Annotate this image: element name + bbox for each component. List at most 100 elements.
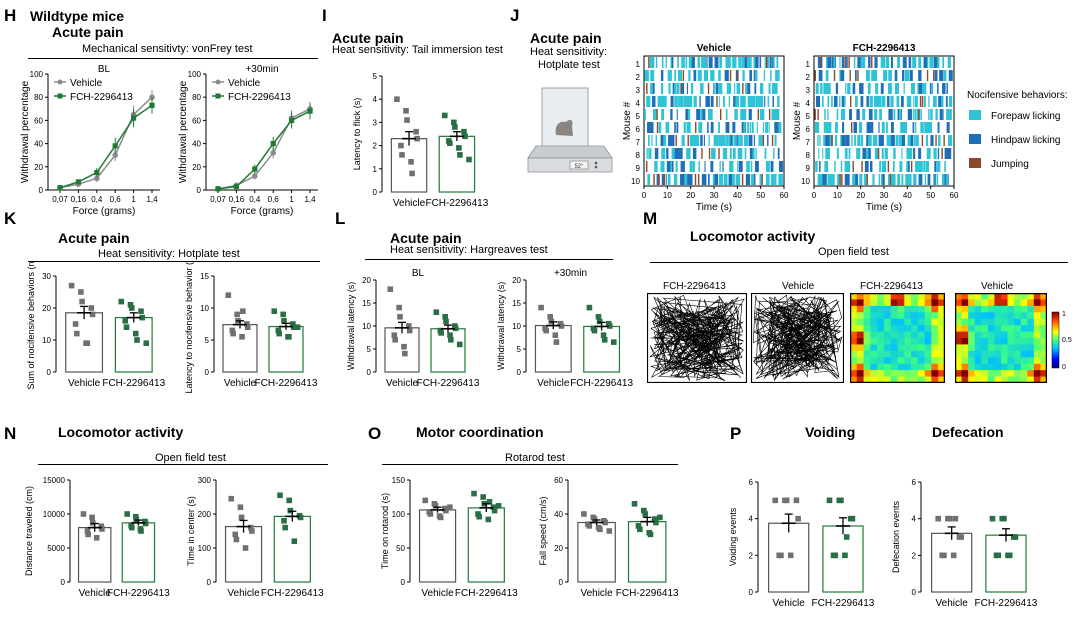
data-point (122, 318, 129, 324)
behavior-event (909, 70, 913, 81)
behavior-event (844, 161, 848, 172)
data-point (275, 327, 282, 334)
panel-k-subtitle: Heat sensitivity: Hotplate test (98, 248, 240, 260)
behavior-event (944, 148, 950, 159)
behavior-event (934, 174, 936, 185)
heatmap-cell (1001, 338, 1009, 345)
heatmap-cell (863, 357, 871, 365)
data-point (427, 511, 434, 517)
heatmap-cell (877, 299, 885, 307)
heatmap-cell (981, 344, 989, 352)
behavior-event (697, 57, 700, 68)
heatmap-cell (1014, 299, 1022, 307)
heatmap-cell (904, 318, 912, 326)
behavior-event (693, 96, 697, 107)
heatmap-cell (870, 376, 878, 383)
behavior-event (872, 135, 878, 146)
heatmap-cell (981, 331, 989, 339)
behavior-event (944, 161, 946, 172)
behavior-event (908, 57, 912, 68)
data-point (398, 142, 404, 149)
behavior-event (719, 174, 724, 185)
behavior-event (763, 122, 765, 133)
x-tick-label: 0,4 (91, 195, 103, 204)
behavior-event (853, 122, 858, 133)
behavior-event (695, 135, 700, 146)
behavior-event (750, 174, 754, 185)
x-tick-label: 1 (131, 195, 136, 204)
behavior-event (856, 109, 860, 120)
data-point (142, 520, 149, 527)
x-tick-label: FCH-2296413 (975, 598, 1038, 609)
y-tick-label: 0 (373, 188, 378, 197)
behavior-event (744, 96, 746, 107)
behavior-event (908, 96, 911, 107)
heatmap-cell (904, 376, 912, 383)
behavior-event (771, 57, 773, 68)
behavior-event (718, 148, 720, 159)
behavior-event (724, 70, 729, 81)
data-point (438, 330, 444, 336)
behavior-event (853, 57, 856, 68)
behavior-event (677, 57, 679, 68)
behavior-event (905, 174, 909, 185)
y-tick-label: 0 (197, 186, 202, 195)
data-point (138, 308, 144, 314)
y-tick-label: 40 (192, 140, 201, 149)
behavior-event (931, 83, 934, 94)
heatmap-cell (987, 325, 995, 333)
data-point (74, 330, 80, 337)
bar-vehicle (390, 138, 428, 193)
heatmap-cell (897, 363, 905, 371)
behavior-event (676, 83, 680, 94)
behavior-event (658, 122, 662, 133)
heatmap-cell (877, 312, 885, 320)
behavior-event (828, 148, 830, 159)
behavior-event (747, 83, 751, 94)
data-point (399, 152, 405, 158)
heatmap-cell (1040, 376, 1047, 383)
data-point (276, 330, 282, 337)
heatmap-cell (917, 344, 926, 352)
behavior-event (712, 83, 716, 94)
data-point (281, 318, 287, 324)
x-tick-label: 10 (833, 191, 842, 200)
data-point (657, 514, 663, 521)
data-point (772, 497, 779, 504)
y-tick-label: 300 (198, 476, 212, 485)
behavior-event (910, 135, 914, 146)
heatmap-cell (924, 338, 932, 345)
behavior-event (672, 83, 676, 94)
behavior-event (845, 83, 847, 94)
heatmap-cell (1033, 325, 1041, 333)
heatmap-cell (1040, 338, 1047, 345)
panel-letter-j: J (510, 6, 520, 25)
heatmap-cell (938, 325, 945, 333)
data-point (244, 324, 251, 330)
bar-fch (121, 522, 156, 583)
behavior-event (663, 96, 666, 107)
heatmap-cell (911, 318, 919, 326)
heatmap-cell (856, 293, 865, 300)
heatmap-cell (863, 325, 871, 333)
behavior-event (817, 57, 823, 68)
heatmap-cell (883, 357, 892, 365)
heatmap-cell (863, 299, 871, 307)
behavior-event (650, 83, 654, 94)
behavior-event (847, 83, 851, 94)
behavior-event (933, 174, 936, 185)
behavior-event (755, 96, 759, 107)
heatmap-colorbar: 1 0.5 0 (1051, 311, 1072, 371)
behavior-event (849, 109, 853, 120)
y-tick-label: 200 (198, 510, 212, 519)
behavior-event (772, 96, 774, 107)
heatmap-cell (877, 331, 885, 339)
behavior-event (900, 122, 905, 133)
heatmap-cell (897, 357, 905, 365)
data-point (249, 528, 255, 534)
data-point (641, 507, 647, 514)
behavior-event (826, 148, 830, 159)
data-point (653, 519, 659, 526)
behavior-event (913, 174, 917, 185)
behavior-event (705, 96, 710, 107)
